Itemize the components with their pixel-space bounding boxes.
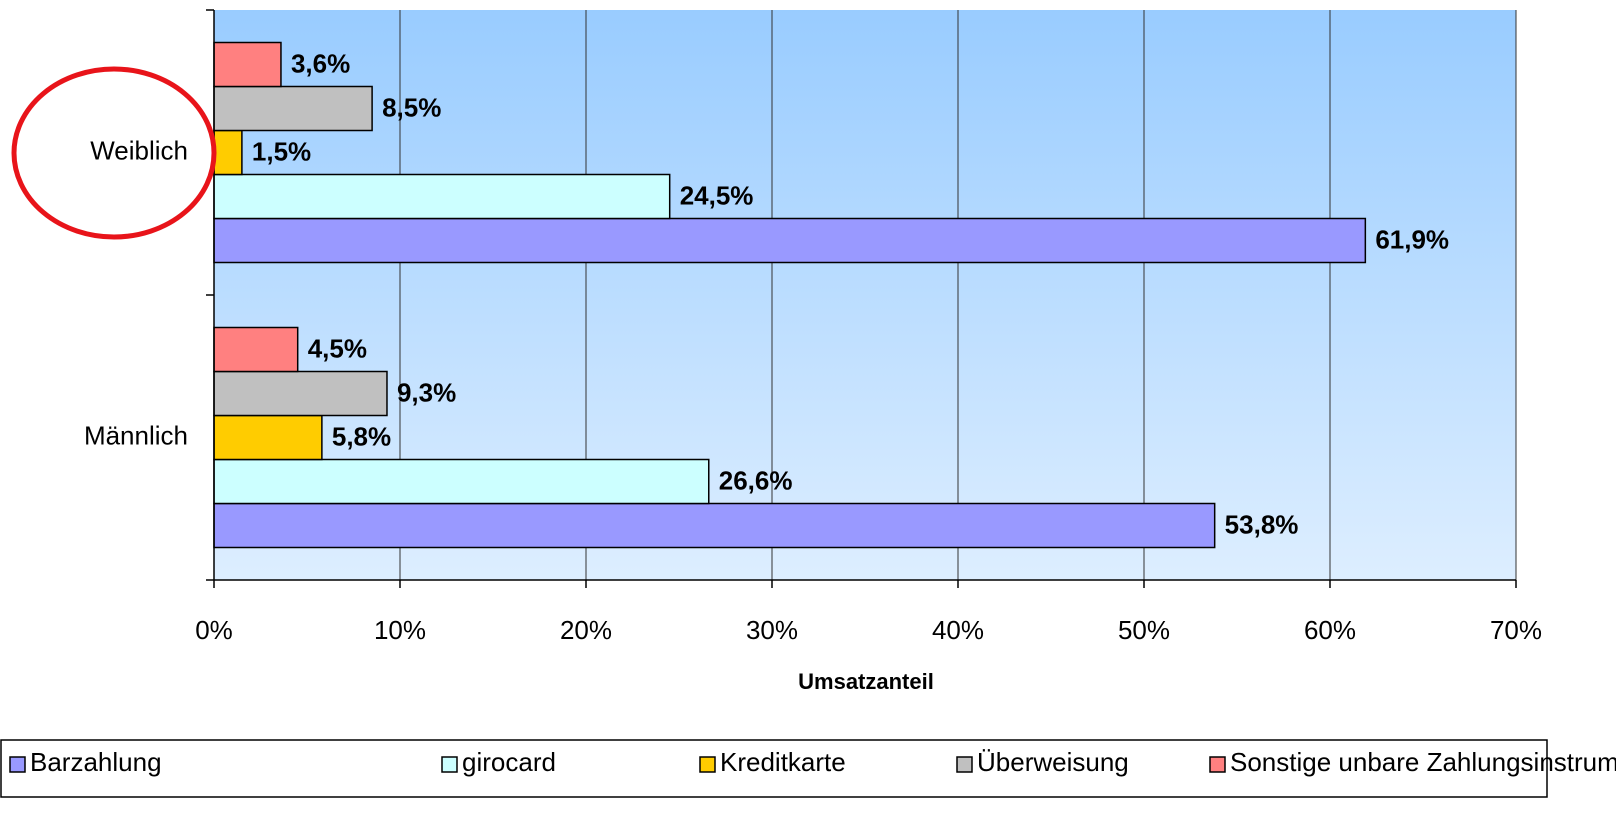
highlight-circle bbox=[11, 66, 217, 240]
value-label: 3,6% bbox=[291, 48, 350, 78]
legend-swatch bbox=[9, 756, 26, 773]
value-label: 8,5% bbox=[382, 92, 441, 122]
bar bbox=[213, 458, 710, 505]
x-tick-label: 60% bbox=[1304, 615, 1356, 645]
value-label: 61,9% bbox=[1375, 224, 1449, 254]
y-tick-label: Männlich bbox=[84, 420, 188, 450]
x-axis-label: Umsatzanteil bbox=[798, 669, 934, 694]
legend-swatch bbox=[441, 756, 458, 773]
x-tick-label: 50% bbox=[1118, 615, 1170, 645]
bar bbox=[213, 41, 282, 88]
value-label: 1,5% bbox=[252, 136, 311, 166]
x-tick-label: 10% bbox=[374, 615, 426, 645]
value-label: 5,8% bbox=[332, 421, 391, 451]
bar bbox=[213, 85, 373, 132]
bar bbox=[213, 326, 299, 373]
x-tick-label: 20% bbox=[560, 615, 612, 645]
y-tick-label: Weiblich bbox=[90, 135, 188, 165]
bar bbox=[213, 129, 243, 176]
x-tick-label: 30% bbox=[746, 615, 798, 645]
legend-label: Kreditkarte bbox=[720, 747, 846, 777]
legend bbox=[0, 739, 1548, 798]
legend-swatch bbox=[699, 756, 716, 773]
legend-label: girocard bbox=[462, 747, 556, 777]
legend-label: Sonstige unbare Zahlungsinstrumente bbox=[1230, 747, 1616, 777]
legend-label: Überweisung bbox=[977, 747, 1129, 777]
bar bbox=[213, 414, 323, 461]
legend-label: Barzahlung bbox=[30, 747, 162, 777]
value-label: 9,3% bbox=[397, 377, 456, 407]
value-label: 4,5% bbox=[308, 333, 367, 363]
bar bbox=[213, 173, 671, 220]
bar bbox=[213, 370, 388, 417]
x-tick-label: 0% bbox=[195, 615, 233, 645]
x-tick-label: 40% bbox=[932, 615, 984, 645]
bar bbox=[213, 502, 1216, 549]
bar bbox=[213, 217, 1367, 264]
value-label: 53,8% bbox=[1225, 509, 1299, 539]
legend-swatch bbox=[956, 756, 973, 773]
value-label: 24,5% bbox=[680, 180, 754, 210]
x-tick-label: 70% bbox=[1490, 615, 1542, 645]
legend-swatch bbox=[1209, 756, 1226, 773]
value-label: 26,6% bbox=[719, 465, 793, 495]
